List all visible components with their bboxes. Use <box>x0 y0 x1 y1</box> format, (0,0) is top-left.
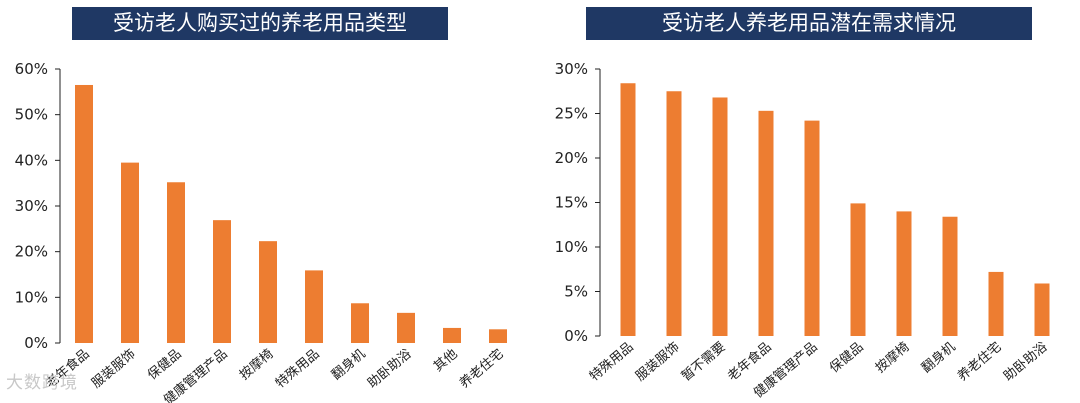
bar <box>489 329 507 343</box>
left-chart-title: 受访老人购买过的养老用品类型 <box>72 7 448 40</box>
x-category-label: 养老住宅 <box>456 346 506 392</box>
y-tick-label: 30% <box>555 60 588 78</box>
bar <box>305 270 323 343</box>
right-chart-panel: 受访老人养老用品潜在需求情况 0% 5% 10% 15% 20% 25% 30% 特殊用品 服装… <box>540 0 1080 403</box>
y-tick-label: 40% <box>15 151 48 169</box>
bar <box>213 220 231 343</box>
x-category-label: 保健品 <box>827 340 867 377</box>
x-category-label: 助卧助浴 <box>1001 340 1050 385</box>
bar <box>896 211 912 336</box>
bar <box>620 83 636 337</box>
bar <box>942 216 958 336</box>
y-tick-label: 30% <box>15 197 48 215</box>
right-chart-title: 受访老人养老用品潜在需求情况 <box>586 7 1032 40</box>
y-tick-label: 25% <box>555 105 588 123</box>
x-category-label: 按摩椅 <box>872 339 912 376</box>
bar <box>397 312 415 343</box>
y-tick-label: 10% <box>555 238 588 256</box>
x-category-label: 按摩椅 <box>236 346 276 383</box>
x-category-label: 翻身机 <box>328 346 368 383</box>
y-tick-label: 0% <box>24 334 48 352</box>
watermark-text: 大数跨境 <box>6 373 78 393</box>
y-tick-label: 60% <box>15 60 48 78</box>
x-category-label: 翻身机 <box>918 339 958 376</box>
x-category-label: 助卧助浴 <box>365 347 414 392</box>
bar <box>758 110 774 336</box>
bar <box>666 91 682 336</box>
bar <box>804 120 820 337</box>
right-bar-chart: 0%5%10%15%20%25%30%特殊用品服装服饰暂不需要老年食品健康管理产… <box>555 60 1051 401</box>
y-tick-label: 10% <box>15 288 48 306</box>
x-category-label: 特殊用品 <box>273 347 322 392</box>
bar <box>443 327 461 343</box>
bar <box>712 97 728 336</box>
bar <box>259 241 277 343</box>
y-tick-label: 20% <box>15 243 48 261</box>
x-category-label: 其他 <box>431 347 461 375</box>
bar <box>167 182 185 343</box>
x-category-label: 服装服饰 <box>633 340 682 385</box>
bar <box>75 84 93 343</box>
left-chart-panel: 受访老人购买过的养老用品类型 0% 10% 20% 30% 40% 50% 60% 老年食品服… <box>15 7 507 403</box>
x-category-label: 特殊用品 <box>587 340 636 385</box>
x-category-label: 暂不需要 <box>679 340 728 385</box>
y-tick-label: 0% <box>564 327 588 345</box>
y-tick-label: 15% <box>555 194 588 212</box>
y-tick-label: 50% <box>15 106 48 124</box>
bar <box>351 303 369 343</box>
x-category-label: 保健品 <box>145 347 185 384</box>
x-category-label: 养老住宅 <box>954 339 1004 385</box>
x-category-label: 服装服饰 <box>89 347 138 392</box>
y-tick-label: 20% <box>555 149 588 167</box>
bar <box>850 203 866 336</box>
bar <box>1034 283 1050 336</box>
bar <box>121 162 139 343</box>
y-tick-label: 5% <box>564 283 588 301</box>
bar <box>988 271 1004 336</box>
